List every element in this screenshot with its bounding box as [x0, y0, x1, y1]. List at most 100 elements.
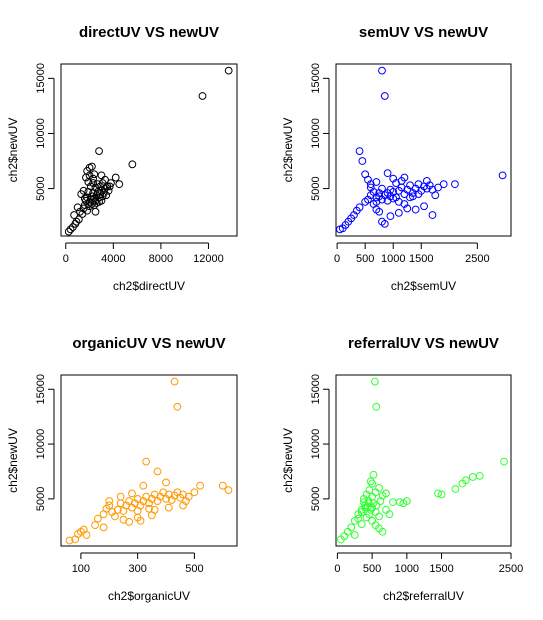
- data-point: [164, 503, 173, 512]
- data-point: [380, 92, 389, 100]
- data-point: [350, 531, 359, 539]
- x-tick-label: 0: [334, 563, 340, 575]
- data-point: [359, 494, 368, 503]
- data-point: [389, 498, 397, 507]
- y-tick-label: 5000: [310, 176, 322, 200]
- data-point: [386, 185, 395, 194]
- data-point: [173, 402, 182, 411]
- data-point: [98, 179, 107, 187]
- x-tick-label: 1500: [409, 253, 433, 265]
- data-point: [394, 208, 403, 217]
- data-point: [115, 180, 124, 189]
- data-point: [451, 485, 460, 493]
- scatter-panel-1: directUV VS newUV 0 4000 8000 12000 5000 10000…: [6, 24, 238, 293]
- data-point: [70, 211, 78, 219]
- data-point: [145, 504, 153, 513]
- plot-frame: [335, 374, 512, 547]
- data-point: [97, 171, 106, 180]
- data-point: [111, 512, 119, 521]
- y-axis-label: ch2$newUV: [6, 428, 20, 493]
- data-point: [128, 489, 136, 498]
- x-axis-label: ch2$directUV: [113, 279, 185, 293]
- data-point: [382, 489, 390, 498]
- data-point: [437, 490, 446, 499]
- y-axis: 5000 10000 15000: [310, 63, 330, 201]
- data-point: [461, 476, 470, 485]
- data-point: [380, 219, 389, 228]
- data-point: [431, 191, 440, 200]
- data-point: [78, 210, 87, 218]
- data-point: [139, 481, 148, 490]
- x-axis-label: ch2$referralUV: [383, 589, 464, 603]
- data-point: [365, 510, 374, 519]
- data-point: [88, 162, 96, 171]
- data-point: [111, 173, 120, 182]
- x-tick-label: 1000: [395, 563, 419, 575]
- data-points: [65, 377, 233, 545]
- data-point: [102, 191, 111, 200]
- data-point: [99, 523, 108, 532]
- data-points: [336, 377, 508, 544]
- x-tick-label: 2500: [499, 563, 523, 575]
- data-point: [125, 517, 134, 526]
- x-tick-label: 4000: [101, 253, 125, 265]
- data-point: [359, 498, 368, 507]
- data-point: [343, 527, 352, 536]
- chart-title: semUV VS newUV: [359, 24, 488, 41]
- x-axis: 100 300 500: [72, 552, 204, 575]
- data-point: [89, 179, 98, 187]
- y-tick-label: 15000: [35, 374, 47, 405]
- scatter-panel-3: organicUV VS newUV 100 300 500 5000 10000 1500…: [6, 335, 238, 603]
- x-tick-label: 0: [63, 253, 69, 265]
- data-point: [385, 510, 394, 519]
- chart-title: referralUV VS newUV: [348, 335, 499, 352]
- data-point: [372, 402, 381, 411]
- data-point: [184, 492, 193, 501]
- x-tick-label: 2500: [465, 253, 489, 265]
- data-point: [358, 157, 367, 165]
- data-point: [378, 66, 386, 75]
- data-points: [336, 66, 507, 234]
- data-point: [85, 202, 94, 211]
- data-point: [372, 178, 381, 186]
- data-point: [79, 186, 88, 195]
- data-point: [366, 477, 375, 486]
- y-tick-label: 5000: [35, 487, 47, 511]
- y-axis-label: ch2$newUV: [281, 428, 295, 493]
- x-tick-label: 12000: [193, 253, 224, 265]
- data-point: [198, 92, 207, 100]
- data-point: [389, 194, 398, 203]
- y-tick-label: 5000: [35, 176, 47, 200]
- x-tick-label: 1500: [429, 563, 453, 575]
- x-axis: 0 500 1000 1500 2500: [334, 552, 523, 575]
- data-point: [365, 486, 374, 494]
- y-tick-label: 15000: [310, 374, 322, 405]
- data-point: [369, 499, 378, 508]
- y-tick-label: 5000: [310, 487, 322, 511]
- x-axis-label: ch2$organicUV: [108, 589, 190, 603]
- data-point: [142, 457, 151, 466]
- data-point: [133, 507, 142, 515]
- data-point: [224, 66, 233, 75]
- data-point: [218, 481, 227, 490]
- y-axis: 5000 10000 15000: [35, 374, 55, 511]
- data-point: [90, 170, 99, 179]
- data-point: [91, 521, 99, 530]
- y-axis: 5000 10000 15000: [310, 374, 330, 511]
- y-tick-label: 15000: [35, 63, 47, 94]
- data-point: [84, 178, 93, 186]
- data-point: [92, 191, 101, 200]
- data-point: [434, 183, 442, 192]
- data-point: [422, 176, 431, 185]
- data-point: [375, 484, 383, 492]
- x-tick-label: 300: [128, 563, 146, 575]
- data-point: [357, 520, 366, 528]
- data-point: [64, 227, 73, 236]
- data-point: [355, 203, 364, 212]
- data-point: [376, 497, 385, 505]
- x-tick-label: 100: [72, 563, 90, 575]
- data-point: [382, 505, 390, 514]
- y-axis-label: ch2$newUV: [6, 118, 20, 183]
- y-axis: 5000 10000 15000: [35, 63, 55, 201]
- scatter-panel-4: referralUV VS newUV 0 500 1000 1500 2500 5000 1…: [281, 335, 523, 603]
